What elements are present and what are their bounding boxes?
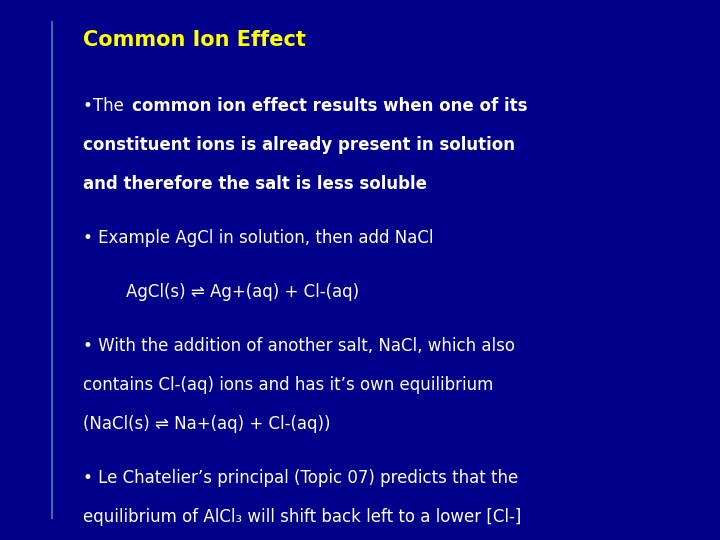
Text: •The: •The <box>83 97 129 115</box>
Text: • With the addition of another salt, NaCl, which also: • With the addition of another salt, NaC… <box>83 337 515 355</box>
Text: and therefore the salt is less soluble: and therefore the salt is less soluble <box>83 175 427 193</box>
Text: common ion effect results when one of its: common ion effect results when one of it… <box>132 97 527 115</box>
Text: • Example AgCl in solution, then add NaCl: • Example AgCl in solution, then add NaC… <box>83 229 433 247</box>
Text: Common Ion Effect: Common Ion Effect <box>83 30 306 50</box>
Text: • Le Chatelier’s principal (Topic 07) predicts that the: • Le Chatelier’s principal (Topic 07) pr… <box>83 469 518 487</box>
Text: (NaCl(s) ⇌ Na+(aq) + Cl-(aq)): (NaCl(s) ⇌ Na+(aq) + Cl-(aq)) <box>83 415 330 433</box>
Text: contains Cl-(aq) ions and has it’s own equilibrium: contains Cl-(aq) ions and has it’s own e… <box>83 376 493 394</box>
Text: equilibrium of AlCl₃ will shift back left to a lower [Cl-]: equilibrium of AlCl₃ will shift back lef… <box>83 508 521 525</box>
Text: AgCl(s) ⇌ Ag+(aq) + Cl-(aq): AgCl(s) ⇌ Ag+(aq) + Cl-(aq) <box>126 283 359 301</box>
Text: constituent ions is already present in solution: constituent ions is already present in s… <box>83 136 515 154</box>
